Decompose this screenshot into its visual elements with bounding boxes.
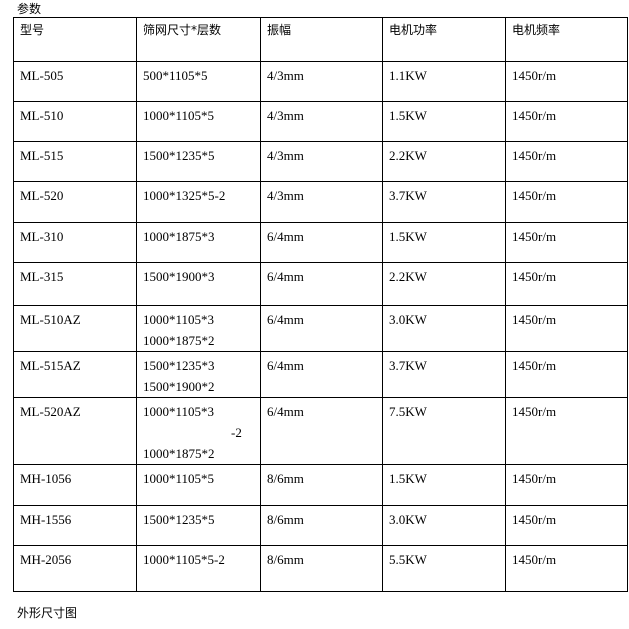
table-row: ML-510AZ 1000*1105*3 1000*1875*2 6/4mm 3.0KW…	[13, 305, 628, 352]
cell-model: MH-1056	[13, 464, 137, 506]
table-row: ML-520 1000*1325*5-2 4/3mm 3.7KW 1450r/m	[13, 181, 628, 223]
cell-motor-power: 3.7KW	[382, 351, 506, 398]
screen-size-line: 1000*1325*5-2	[143, 188, 226, 203]
screen-size-line: 1000*1875*2	[143, 333, 215, 348]
cell-motor-power: 2.2KW	[382, 141, 506, 182]
cell-model: ML-520	[13, 181, 137, 223]
cell-screen-size: 1000*1105*3 1000*1875*2	[136, 305, 261, 352]
cell-motor-frequency: 1450r/m	[505, 262, 628, 306]
cell-motor-frequency: 1450r/m	[505, 464, 628, 506]
table-row: ML-505 500*1105*5 4/3mm 1.1KW 1450r/m	[13, 61, 628, 102]
screen-size-line: -2	[231, 425, 242, 440]
screen-size-line: 1500*1900*2	[143, 379, 215, 394]
cell-motor-frequency: 1450r/m	[505, 351, 628, 398]
cell-motor-frequency: 1450r/m	[505, 181, 628, 223]
table-row: MH-1556 1500*1235*5 8/6mm 3.0KW 1450r/m	[13, 505, 628, 546]
cell-motor-frequency: 1450r/m	[505, 545, 628, 592]
cell-model: MH-2056	[13, 545, 137, 592]
cell-screen-size: 1000*1105*5-2	[136, 545, 261, 592]
cell-motor-power: 5.5KW	[382, 545, 506, 592]
cell-motor-power: 2.2KW	[382, 262, 506, 306]
cell-model: ML-510AZ	[13, 305, 137, 352]
cell-amplitude: 6/4mm	[260, 262, 383, 306]
cell-model: ML-515AZ	[13, 351, 137, 398]
header-model: 型号	[13, 17, 137, 62]
cell-screen-size: 1000*1105*5	[136, 101, 261, 142]
cell-amplitude: 6/4mm	[260, 397, 383, 465]
cell-model: ML-310	[13, 222, 137, 263]
cell-motor-power: 1.1KW	[382, 61, 506, 102]
screen-size-line: 1000*1105*3	[143, 312, 215, 327]
header-screen-size: 筛网尺寸*层数	[136, 17, 261, 62]
cell-amplitude: 4/3mm	[260, 141, 383, 182]
cell-motor-frequency: 1450r/m	[505, 101, 628, 142]
cell-model: ML-510	[13, 101, 137, 142]
screen-size-line: 1000*1875*2	[143, 446, 215, 461]
cell-model: ML-505	[13, 61, 137, 102]
table-row: ML-315 1500*1900*3 6/4mm 2.2KW 1450r/m	[13, 262, 628, 306]
cell-model: ML-520AZ	[13, 397, 137, 465]
cell-motor-power: 1.5KW	[382, 222, 506, 263]
table-row: ML-515 1500*1235*5 4/3mm 2.2KW 1450r/m	[13, 141, 628, 182]
table-row: MH-2056 1000*1105*5-2 8/6mm 5.5KW 1450r/m	[13, 545, 628, 592]
cell-motor-power: 1.5KW	[382, 464, 506, 506]
cell-motor-frequency: 1450r/m	[505, 305, 628, 352]
table-row: MH-1056 1000*1105*5 8/6mm 1.5KW 1450r/m	[13, 464, 628, 506]
header-motor-frequency: 电机频率	[505, 17, 628, 62]
cell-screen-size: 1000*1325*5-2	[136, 181, 261, 223]
cell-amplitude: 6/4mm	[260, 351, 383, 398]
cell-motor-power: 1.5KW	[382, 101, 506, 142]
footer-title: 外形尺寸图	[17, 606, 78, 620]
cell-model: ML-315	[13, 262, 137, 306]
screen-size-line: 1000*1105*3	[143, 404, 215, 419]
screen-size-line: 1500*1900*3	[143, 269, 215, 284]
cell-model: ML-515	[13, 141, 137, 182]
screen-size-line: 1000*1105*5-2	[143, 552, 225, 567]
cell-amplitude: 4/3mm	[260, 181, 383, 223]
screen-size-line: 1500*1235*5	[143, 148, 215, 163]
table-row: ML-310 1000*1875*3 6/4mm 1.5KW 1450r/m	[13, 222, 628, 263]
screen-size-line: 500*1105*5	[143, 68, 208, 83]
cell-motor-frequency: 1450r/m	[505, 505, 628, 546]
cell-amplitude: 6/4mm	[260, 305, 383, 352]
cell-motor-frequency: 1450r/m	[505, 141, 628, 182]
cell-model: MH-1556	[13, 505, 137, 546]
cell-screen-size: 1500*1235*3 1500*1900*2	[136, 351, 261, 398]
cell-screen-size: 1500*1235*5	[136, 141, 261, 182]
cell-screen-size: 500*1105*5	[136, 61, 261, 102]
cell-amplitude: 4/3mm	[260, 61, 383, 102]
screen-size-line: 1000*1105*5	[143, 108, 215, 123]
cell-amplitude: 8/6mm	[260, 464, 383, 506]
table-row: ML-520AZ 1000*1105*3 -2 1000*1875*2 6/4mm 7.5…	[13, 397, 628, 465]
screen-size-line: 1500*1235*5	[143, 512, 215, 527]
cell-screen-size: 1500*1900*3	[136, 262, 261, 306]
section-title: 参数	[17, 2, 42, 16]
cell-amplitude: 4/3mm	[260, 101, 383, 142]
table-row: ML-510 1000*1105*5 4/3mm 1.5KW 1450r/m	[13, 101, 628, 142]
cell-screen-size: 1000*1105*3 -2 1000*1875*2	[136, 397, 261, 465]
cell-motor-frequency: 1450r/m	[505, 397, 628, 465]
cell-motor-power: 7.5KW	[382, 397, 506, 465]
cell-motor-power: 3.0KW	[382, 305, 506, 352]
cell-screen-size: 1000*1105*5	[136, 464, 261, 506]
cell-amplitude: 8/6mm	[260, 505, 383, 546]
cell-motor-power: 3.7KW	[382, 181, 506, 223]
screen-size-line: 1000*1105*5	[143, 471, 215, 486]
screen-size-line: 1000*1875*3	[143, 229, 215, 244]
table-header-row: 型号 筛网尺寸*层数 振幅 电机功率 电机频率	[13, 17, 628, 62]
cell-screen-size: 1000*1875*3	[136, 222, 261, 263]
table-row: ML-515AZ 1500*1235*3 1500*1900*2 6/4mm 3.7KW…	[13, 351, 628, 398]
cell-motor-power: 3.0KW	[382, 505, 506, 546]
cell-screen-size: 1500*1235*5	[136, 505, 261, 546]
cell-motor-frequency: 1450r/m	[505, 61, 628, 102]
screen-size-line: 1500*1235*3	[143, 358, 215, 373]
spec-table: 型号 筛网尺寸*层数 振幅 电机功率 电机频率 ML-505 500*1105*5…	[13, 17, 628, 592]
cell-amplitude: 8/6mm	[260, 545, 383, 592]
header-amplitude: 振幅	[260, 17, 383, 62]
cell-motor-frequency: 1450r/m	[505, 222, 628, 263]
header-motor-power: 电机功率	[382, 17, 506, 62]
cell-amplitude: 6/4mm	[260, 222, 383, 263]
